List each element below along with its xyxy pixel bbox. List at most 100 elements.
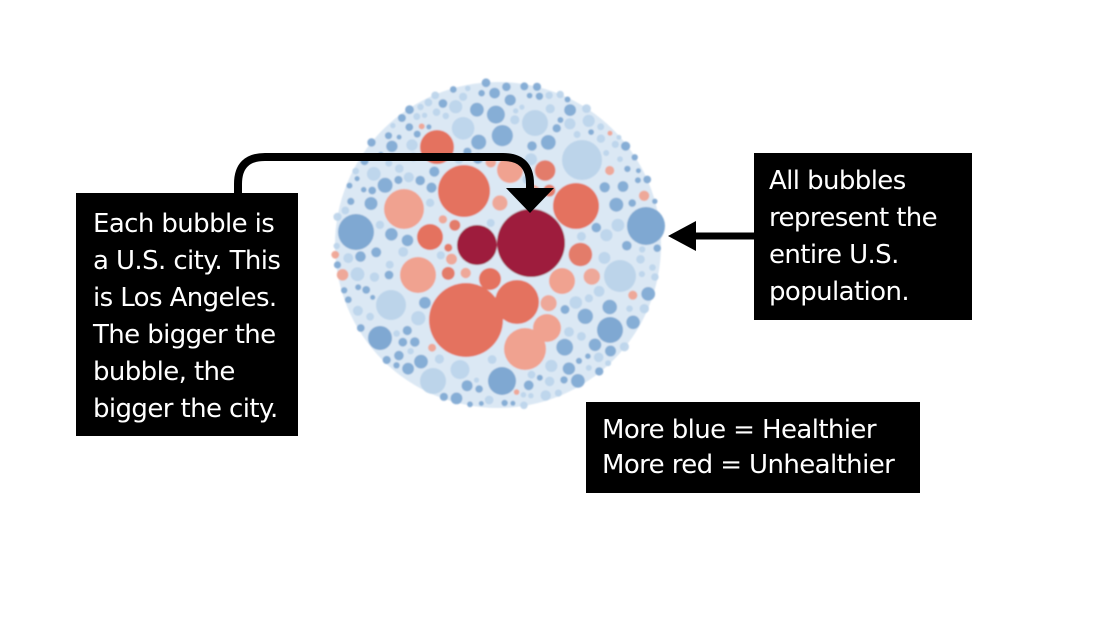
city-bubble	[557, 117, 564, 123]
city-bubble	[588, 129, 594, 136]
city-bubble	[432, 108, 441, 116]
city-bubble	[564, 118, 576, 130]
city-bubble	[405, 123, 414, 131]
city-bubble	[504, 328, 546, 370]
city-bubble	[479, 268, 501, 290]
city-bubble	[526, 92, 533, 99]
city-bubble	[356, 324, 365, 332]
city-bubble	[402, 362, 414, 375]
city-bubble	[527, 141, 537, 151]
city-bubble	[533, 314, 561, 342]
city-bubble	[599, 182, 610, 193]
city-bubble	[393, 330, 400, 337]
city-bubble	[527, 370, 536, 379]
city-bubble	[622, 240, 632, 251]
city-bubble	[604, 260, 636, 292]
city-bubble	[639, 304, 649, 314]
city-bubble	[355, 251, 366, 262]
city-bubble	[549, 268, 575, 294]
city-bubble	[352, 167, 360, 175]
city-bubble	[520, 82, 529, 91]
city-bubble	[486, 105, 505, 124]
city-bubble	[626, 315, 640, 330]
city-bubble	[627, 207, 665, 245]
city-bubble	[653, 244, 661, 252]
city-bubble	[459, 92, 468, 101]
city-bubble	[385, 159, 393, 167]
city-bubble	[457, 225, 497, 265]
city-bubble	[364, 197, 378, 210]
city-bubble	[428, 343, 437, 352]
city-bubble	[419, 296, 431, 309]
city-bubble	[375, 220, 385, 230]
city-bubble-cluster	[331, 78, 665, 410]
city-bubble	[639, 246, 646, 253]
city-bubble	[394, 350, 404, 361]
city-bubble	[564, 327, 574, 337]
city-bubble	[449, 219, 461, 231]
city-bubble	[366, 312, 374, 321]
city-bubble	[441, 266, 455, 280]
city-bubble	[598, 251, 611, 264]
city-bubble	[386, 140, 398, 152]
city-bubble	[420, 368, 446, 394]
city-bubble	[402, 325, 412, 336]
city-bubble	[426, 124, 432, 130]
callout-line: is Los Angeles.	[93, 283, 277, 313]
city-bubble	[638, 271, 646, 278]
city-bubble	[429, 283, 503, 357]
city-bubble	[376, 290, 406, 320]
city-bubble	[593, 285, 605, 297]
city-bubble	[491, 125, 513, 147]
city-bubble	[524, 153, 538, 166]
city-bubble	[444, 243, 453, 252]
city-bubble	[360, 186, 367, 193]
city-bubble	[395, 164, 404, 173]
city-bubble	[484, 395, 494, 405]
city-bubble	[461, 380, 473, 392]
city-bubble	[635, 168, 641, 174]
city-bubble	[545, 91, 553, 100]
city-bubble	[576, 231, 586, 241]
annotation-arrows	[234, 153, 760, 251]
city-bubble	[438, 99, 448, 108]
city-bubble	[403, 172, 414, 183]
city-bubble	[638, 190, 650, 201]
city-bubble	[617, 156, 623, 163]
color-legend-callout: More blue = Healthier More red = Unhealt…	[586, 402, 920, 493]
city-bubble	[346, 182, 353, 189]
city-bubble	[624, 165, 631, 173]
city-bubble	[597, 123, 605, 131]
city-bubble	[411, 311, 426, 326]
city-bubble	[354, 176, 360, 182]
city-bubble	[536, 374, 543, 381]
city-bubble	[333, 242, 340, 250]
callout-line: represent the	[769, 203, 938, 233]
city-bubble	[621, 141, 631, 151]
city-bubble	[641, 287, 656, 301]
curved-arrow-down-icon	[234, 153, 534, 198]
city-bubble	[418, 123, 425, 130]
callout-line: Each bubble is	[93, 209, 275, 239]
city-bubble	[413, 113, 421, 120]
city-bubble	[597, 317, 623, 343]
city-bubble	[451, 117, 475, 140]
city-bubble	[415, 175, 426, 186]
city-bubble	[384, 189, 424, 229]
city-bubble	[651, 273, 659, 281]
city-bubble	[362, 286, 371, 294]
curved-arrow-head	[506, 188, 554, 213]
city-bubble	[611, 218, 625, 232]
city-bubble	[560, 305, 570, 314]
city-bubble	[585, 364, 592, 371]
city-bubble	[369, 272, 380, 282]
city-bubble	[552, 124, 561, 133]
city-bubble	[347, 197, 355, 205]
city-bubble	[431, 91, 440, 100]
city-bubble	[377, 177, 393, 193]
city-bubble	[605, 360, 612, 367]
city-bubble	[438, 165, 490, 217]
callout-line: a U.S. city. This	[93, 246, 281, 276]
city-bubble	[407, 348, 414, 355]
city-bubble	[487, 355, 497, 364]
